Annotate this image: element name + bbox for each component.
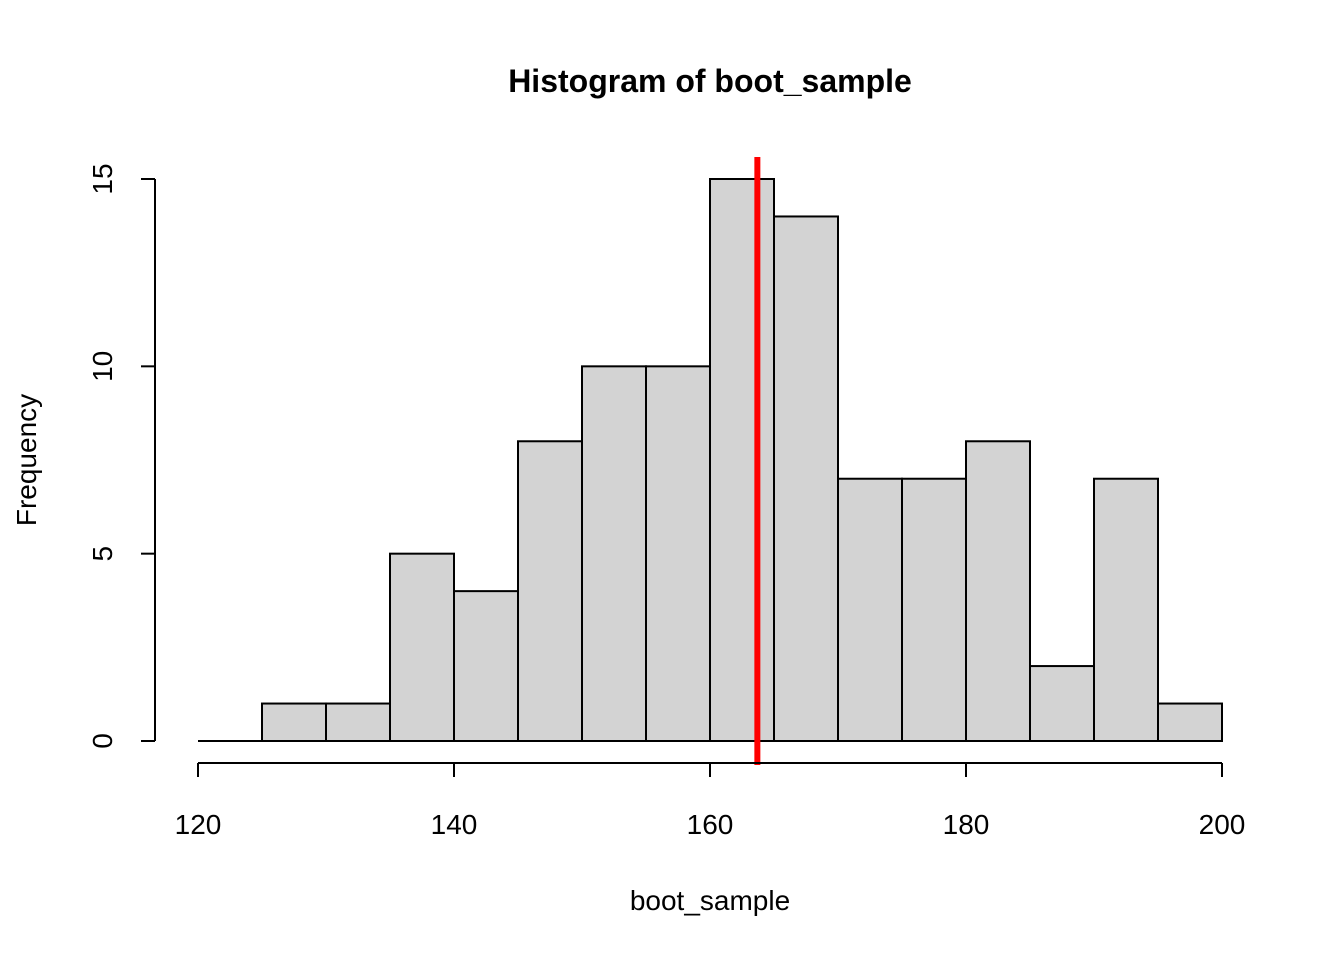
x-axis: 120 140 160 180 200 <box>175 762 1246 840</box>
x-axis-label: boot_sample <box>630 885 790 916</box>
histogram-bar <box>645 365 711 742</box>
y-tick-label: 0 <box>87 733 118 749</box>
histogram-bar <box>837 477 903 742</box>
histogram-bar <box>517 440 583 742</box>
histogram-bar <box>1029 665 1095 742</box>
chart-title: Histogram of boot_sample <box>508 63 912 99</box>
histogram-bar <box>773 215 839 742</box>
histogram-bar <box>965 440 1031 742</box>
bars-group <box>198 178 1223 743</box>
x-tick-label: 160 <box>687 809 734 840</box>
histogram-bar <box>389 552 455 743</box>
x-tick-label: 180 <box>943 809 990 840</box>
histogram-bar <box>261 702 327 742</box>
y-tick-label: 5 <box>87 546 118 562</box>
y-axis-label: Frequency <box>11 394 42 526</box>
x-tick-label: 140 <box>431 809 478 840</box>
y-axis: 0 5 10 15 <box>87 163 156 749</box>
histogram-bar <box>1157 702 1223 742</box>
histogram-bar <box>581 365 647 742</box>
x-tick-label: 120 <box>175 809 222 840</box>
histogram-bar <box>709 178 775 742</box>
histogram-bar <box>901 477 967 742</box>
histogram-bar <box>1093 477 1159 742</box>
y-tick-label: 15 <box>87 163 118 194</box>
histogram-bar <box>453 590 519 743</box>
x-tick-label: 200 <box>1199 809 1246 840</box>
histogram-bar <box>325 702 391 742</box>
y-tick-label: 10 <box>87 351 118 382</box>
